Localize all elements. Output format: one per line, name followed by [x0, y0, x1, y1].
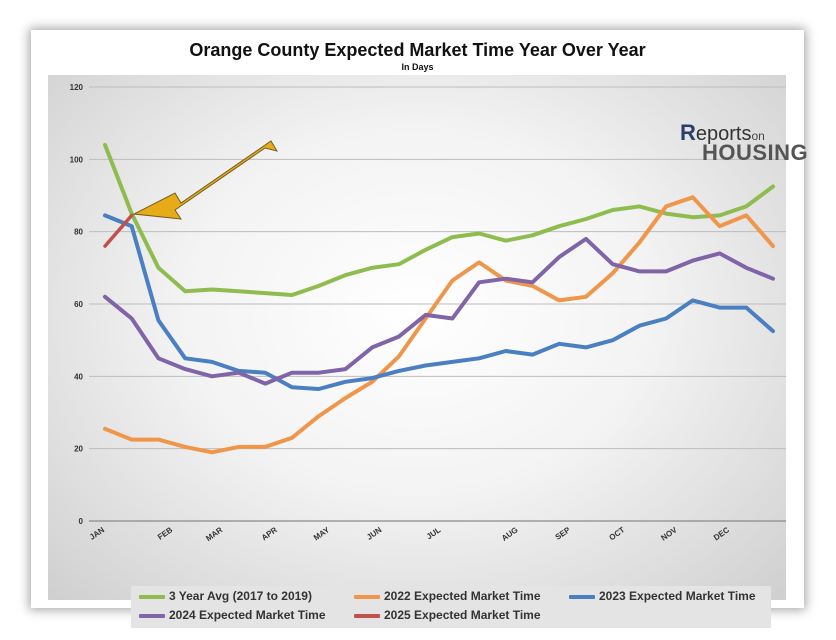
series-line-0 [103, 142, 775, 297]
legend-label: 2025 Expected Market Time [384, 608, 541, 622]
y-tick-label: 100 [70, 155, 84, 164]
reports-on-housing-logo: Reportson HOUSING [680, 120, 810, 166]
x-tick-label: JUL [425, 525, 443, 541]
x-tick-label: JAN [88, 525, 106, 542]
legend-swatch [354, 613, 380, 618]
legend-item-2025: 2025 Expected Market Time [354, 608, 541, 622]
chart-title: Orange County Expected Market Time Year … [189, 40, 646, 60]
y-tick-labels: 0 20 40 60 80 100 120 [70, 83, 84, 526]
legend-swatch [139, 613, 165, 618]
x-tick-label: FEB [156, 525, 174, 542]
y-tick-label: 20 [74, 445, 83, 454]
logo-on: on [751, 129, 765, 143]
legend-swatch [139, 594, 165, 599]
x-tick-labels: JAN FEB MAR APR MAY JUN JUL AUG SEP OCT NOV DEC [88, 525, 731, 543]
x-tick-label: DEC [712, 525, 731, 542]
logo-initial: R [680, 120, 696, 145]
chart-subtitle: In Days [401, 62, 434, 72]
x-tick-label: AUG [500, 525, 520, 543]
series-line-4 [103, 213, 134, 248]
x-tick-label: JUN [365, 525, 383, 542]
y-tick-label: 40 [74, 372, 83, 381]
series-line-1 [103, 195, 775, 455]
y-tick-label: 120 [70, 83, 84, 92]
x-tick-label: OCT [607, 525, 626, 542]
x-tick-label: MAY [312, 525, 332, 543]
series-lines [103, 142, 775, 455]
legend-label: 2024 Expected Market Time [169, 608, 326, 622]
chart-card: Orange County Expected Market Time Year … [31, 30, 808, 628]
x-tick-label: SEP [554, 525, 573, 542]
annotation-arrow [132, 140, 279, 220]
legend-label: 3 Year Avg (2017 to 2019) [169, 589, 312, 603]
chart-legend: 3 Year Avg (2017 to 2019) 2022 Expected … [131, 586, 771, 628]
legend-swatch [354, 594, 380, 599]
y-tick-label: 0 [79, 517, 84, 526]
legend-label: 2022 Expected Market Time [384, 589, 541, 603]
x-tick-label: APR [260, 525, 279, 542]
legend-item-2024: 2024 Expected Market Time [139, 608, 326, 622]
logo-word: eports [695, 123, 752, 145]
series-line-3 [103, 236, 775, 386]
arrow-shape [132, 140, 279, 220]
y-tick-label: 80 [74, 228, 83, 237]
legend-label: 2023 Expected Market Time [599, 589, 756, 603]
legend-swatch [569, 594, 595, 599]
line-chart: 0 20 40 60 80 100 120 JAN FEB MAR APR MAY JUN JUL AUG… [70, 83, 786, 543]
x-tick-label: NOV [659, 525, 679, 543]
y-tick-label: 60 [74, 300, 83, 309]
x-tick-label: MAR [204, 525, 224, 543]
series-line-2 [103, 213, 775, 391]
logo-line1: Reportson [680, 120, 765, 146]
logo-line2: HOUSING [702, 140, 809, 165]
legend-item-2022: 2022 Expected Market Time [354, 589, 541, 603]
legend-item-2023: 2023 Expected Market Time [569, 589, 756, 603]
legend-item-3yr-avg: 3 Year Avg (2017 to 2019) [139, 589, 312, 603]
